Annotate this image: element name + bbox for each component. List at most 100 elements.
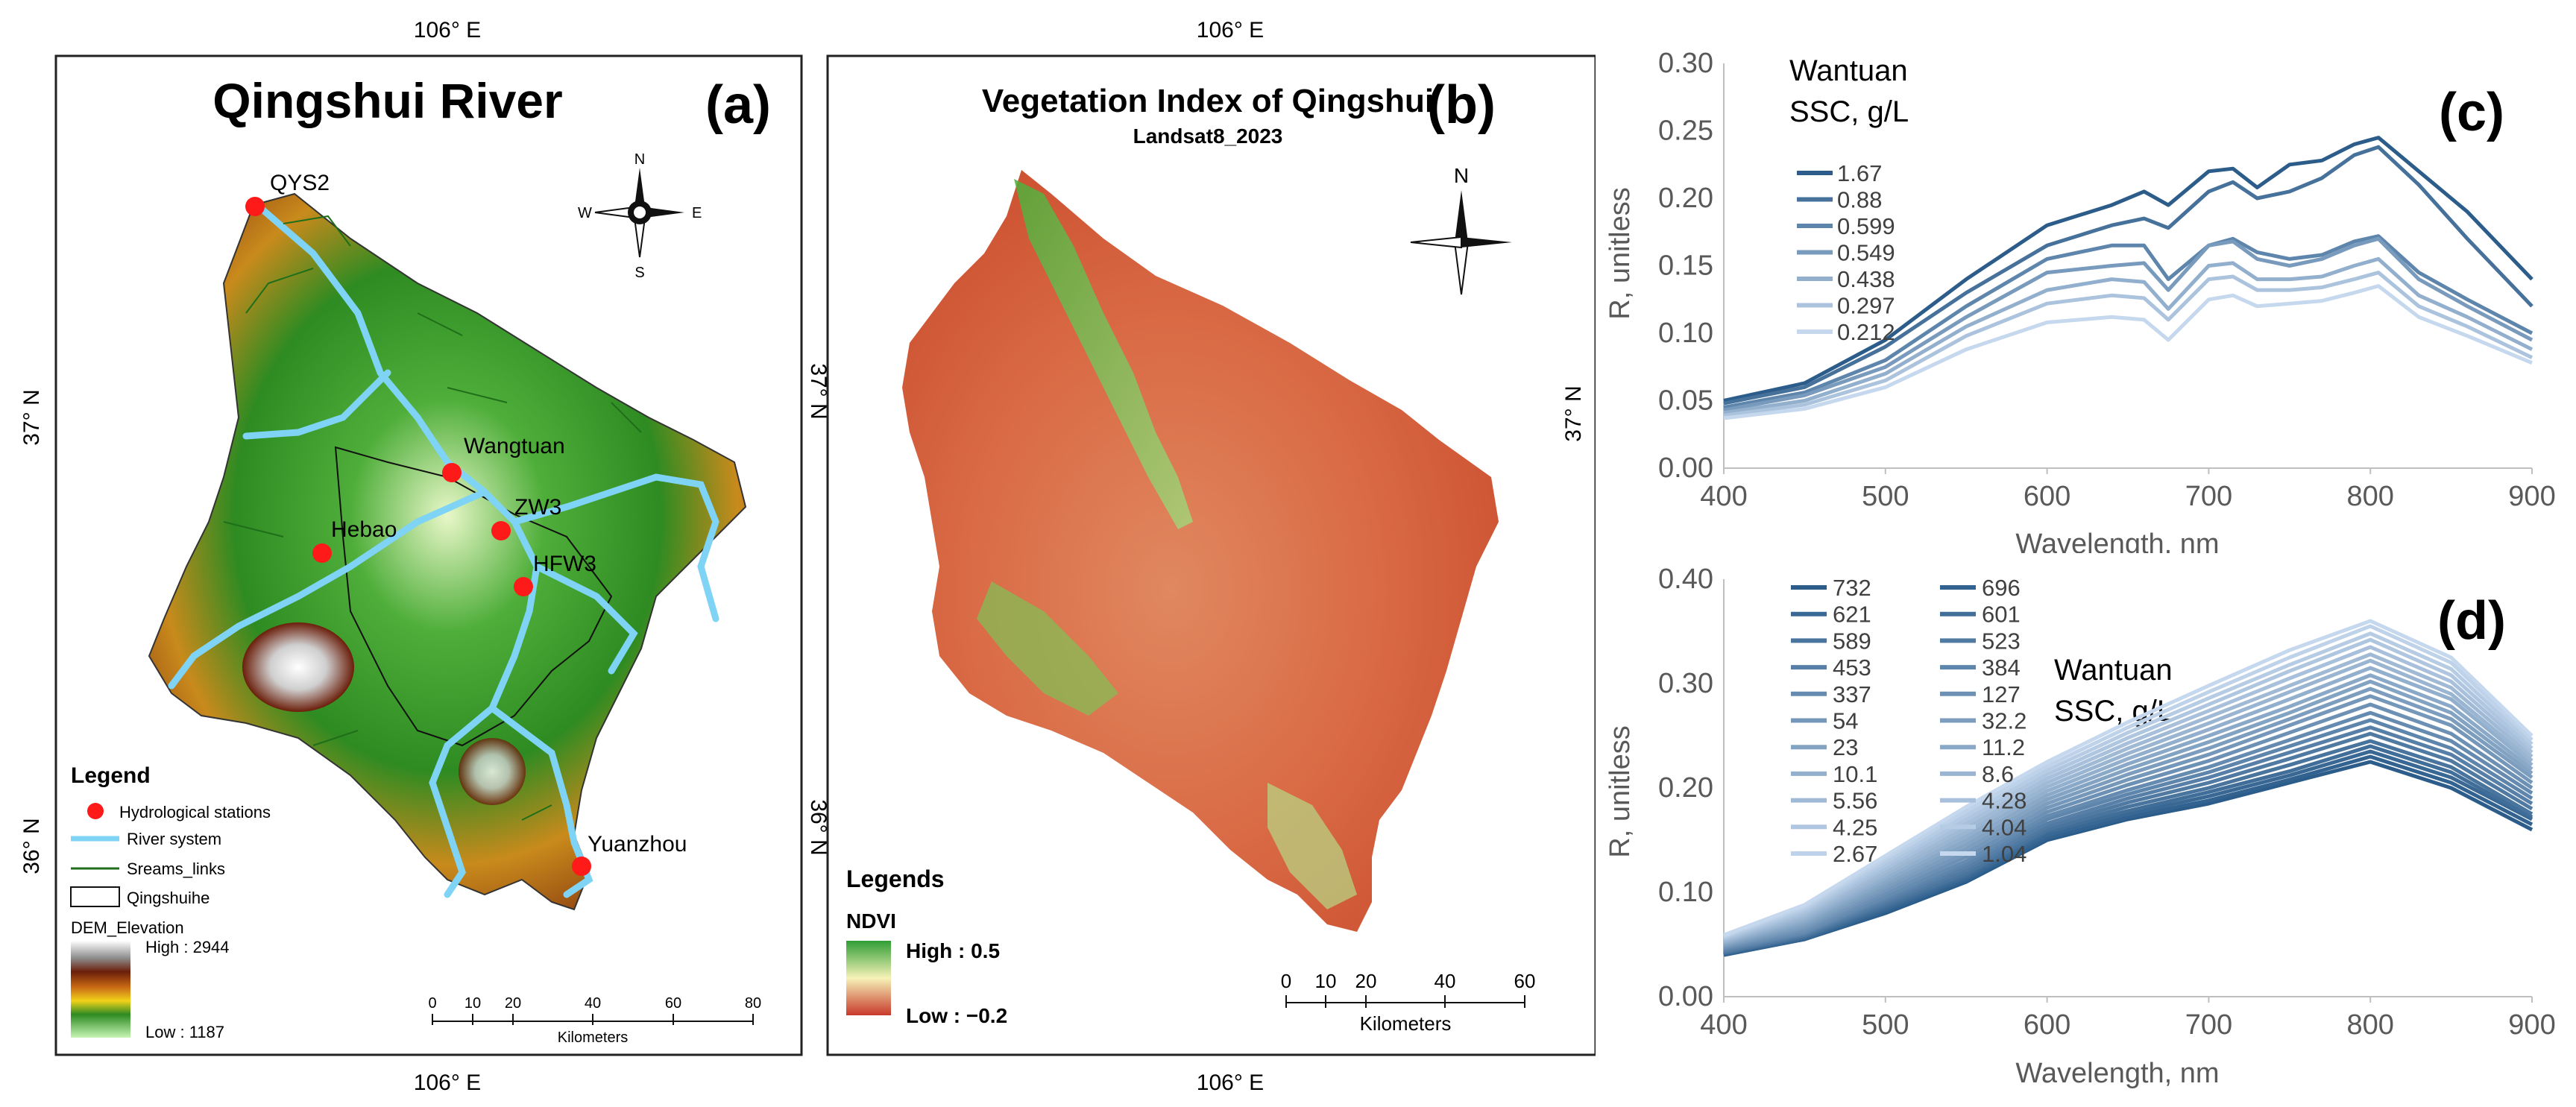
map-b-bottom-lon: 106° E xyxy=(1197,1070,1264,1095)
scale-a-40: 40 xyxy=(585,995,601,1012)
scale-b-20: 20 xyxy=(1355,970,1377,992)
station-qys2 xyxy=(245,197,265,216)
series-line-8.6 xyxy=(1723,658,2534,944)
y-tick-label: 0.15 xyxy=(1658,250,1713,282)
legend-label: 4.28 xyxy=(1982,788,2027,814)
y-tick-label: 0.40 xyxy=(1658,564,1713,595)
x-tick-label: 600 xyxy=(2024,481,2070,512)
series-line-0.549 xyxy=(1723,236,2534,412)
series-line-54 xyxy=(1723,694,2534,949)
legend-basin-label: Qingshuihe xyxy=(127,889,210,907)
legend-label: 1.04 xyxy=(1982,841,2027,867)
map-a-panel-label: (a) xyxy=(705,75,771,135)
map-b-lat-37-right: 37° N xyxy=(1561,385,1586,441)
legend-label: 8.6 xyxy=(1982,761,2014,787)
chart-c-legend-title-1: Wantuan xyxy=(1789,54,1908,87)
legend-label: 1.67 xyxy=(1837,160,1882,186)
hydro-stations: QYS2 Wangtuan ZW3 Hebao HFW3 Yuanzhou xyxy=(245,171,687,876)
legend-label: 337 xyxy=(1833,681,1871,707)
series-line-0.438 xyxy=(1723,256,2534,415)
scale-b-60: 60 xyxy=(1514,970,1536,992)
series-line-4.04 xyxy=(1723,631,2534,939)
chart-d-ylabel: R, unitless xyxy=(1605,725,1636,857)
series-line-4.25 xyxy=(1723,637,2534,940)
legend-label: 4.04 xyxy=(1982,814,2027,840)
series-line-32.2 xyxy=(1723,687,2534,947)
map-a-title: Qingshui River xyxy=(212,73,562,128)
legend-basin-symbol xyxy=(70,886,120,907)
map-b-panel: 106° E Vegetation Index of Qingshui Land… xyxy=(806,18,1596,1095)
chart-d-legend-title-1: Wantuan xyxy=(2054,654,2173,687)
scale-b-40: 40 xyxy=(1435,970,1456,992)
compass-rose-icon: N S E W xyxy=(578,151,702,281)
y-tick-label: 0.10 xyxy=(1658,877,1713,908)
x-tick-label: 500 xyxy=(1862,1009,1909,1041)
y-tick-label: 0.25 xyxy=(1658,116,1713,147)
series-line-0.297 xyxy=(1723,271,2534,417)
map-b-top-lon: 106° E xyxy=(1197,18,1264,42)
qingshuihe-boundary xyxy=(334,446,613,747)
station-wangtuan-label: Wangtuan xyxy=(464,434,565,458)
x-tick-label: 900 xyxy=(2508,481,2555,512)
legend-dem-low: Low : 1187 xyxy=(145,1023,224,1041)
legend-label: 384 xyxy=(1982,655,2021,681)
legend-station-symbol xyxy=(87,803,104,819)
map-b-scalebar: 0 10 20 40 60 Kilometers xyxy=(1281,970,1536,1035)
legend-label: 732 xyxy=(1833,575,1871,601)
legend-stations-label: Hydrological stations xyxy=(119,803,271,821)
series-line-23 xyxy=(1723,679,2534,947)
y-tick-label: 0.20 xyxy=(1658,183,1713,214)
compass-e: E xyxy=(692,205,702,221)
series-line-337 xyxy=(1723,710,2534,951)
ndvi-legend-low: Low : −0.2 xyxy=(906,1004,1007,1027)
chart-c-ylabel: R, unitless xyxy=(1605,187,1636,319)
legend-label: 127 xyxy=(1982,681,2021,707)
legend-label: 5.56 xyxy=(1833,788,1877,814)
compass-s: S xyxy=(634,265,644,281)
legend-label: 10.1 xyxy=(1833,761,1877,787)
station-hfw3-label: HFW3 xyxy=(533,552,596,576)
y-tick-label: 0.30 xyxy=(1658,668,1713,699)
legend-label: 601 xyxy=(1982,602,2021,628)
legend-label: 589 xyxy=(1833,628,1871,654)
x-tick-label: 700 xyxy=(2185,481,2232,512)
map-b-legend: Legends NDVI High : 0.5 Low : −0.2 xyxy=(846,865,1007,1027)
map-a-lat-37: 37° N xyxy=(19,389,44,445)
series-line-5.56 xyxy=(1723,652,2534,942)
x-tick-label: 600 xyxy=(2024,1009,2070,1041)
x-tick-label: 800 xyxy=(2346,1009,2393,1041)
map-b-panel-label: (b) xyxy=(1427,75,1496,135)
station-hebao xyxy=(312,543,332,563)
series-line-4.28 xyxy=(1723,645,2534,942)
y-tick-label: 0.20 xyxy=(1658,772,1713,804)
map-b-lat-36: 36° N xyxy=(806,799,831,855)
legend-label: 453 xyxy=(1833,655,1871,681)
dem-terrain xyxy=(148,192,747,911)
ndvi-green-southwest xyxy=(977,581,1118,716)
ndvi-legend-high: High : 0.5 xyxy=(906,939,1000,962)
series-line-2.67 xyxy=(1723,624,2534,939)
river-system xyxy=(168,201,719,898)
legend-stream-label: Sreams_links xyxy=(127,860,225,878)
scale-a-20: 20 xyxy=(505,995,521,1012)
x-tick-label: 500 xyxy=(1862,481,1909,512)
legend-label: 23 xyxy=(1833,734,1858,760)
station-hebao-label: Hebao xyxy=(331,517,397,542)
station-qys2-label: QYS2 xyxy=(270,171,330,195)
y-tick-label: 0.00 xyxy=(1658,981,1713,1012)
legend-title: Legend xyxy=(71,763,151,788)
ndvi-legend-title: Legends xyxy=(846,865,945,892)
legend-label: 0.438 xyxy=(1837,266,1895,292)
x-tick-label: 700 xyxy=(2185,1009,2232,1041)
legend-label: 4.25 xyxy=(1833,814,1877,840)
scale-a-unit: Kilometers xyxy=(558,1029,628,1046)
scale-a-0: 0 xyxy=(428,995,436,1012)
series-line-0.88 xyxy=(1723,145,2534,406)
series-line-11.2 xyxy=(1723,673,2534,946)
dem-high-south xyxy=(459,738,526,805)
y-tick-label: 0.10 xyxy=(1658,318,1713,349)
legend-label: 32.2 xyxy=(1982,708,2027,734)
x-tick-label: 400 xyxy=(1700,1009,1747,1041)
map-b-lat-37: 37° N xyxy=(806,363,831,419)
legend-label: 0.297 xyxy=(1837,293,1895,319)
